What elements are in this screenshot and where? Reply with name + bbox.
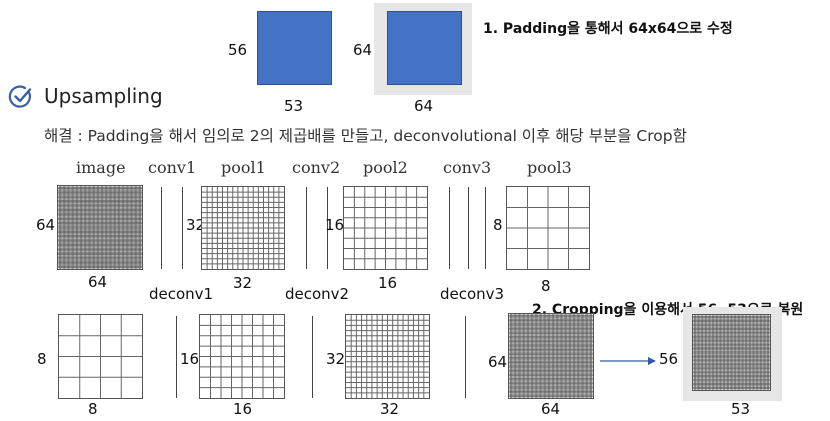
- arrow-right-icon: [600, 352, 656, 365]
- conv3-line-3: [485, 187, 486, 269]
- pool3-bottom-label: 8: [541, 277, 551, 295]
- deconv-grid-16: [199, 314, 285, 399]
- g32-side-label: 32: [326, 350, 346, 368]
- header-pool3: pool3: [527, 158, 572, 177]
- section-title: Upsampling: [44, 84, 163, 108]
- cropped-bottom-label: 53: [731, 400, 751, 418]
- g64-bottom-label: 64: [541, 400, 561, 418]
- deconv2-line: [312, 316, 313, 398]
- g32-bottom-label: 32: [380, 400, 400, 418]
- pool2-grid: [343, 186, 428, 270]
- image-side-label: 64: [36, 216, 56, 234]
- deconv-grid-64: [508, 313, 594, 399]
- header-pool2: pool2: [363, 158, 408, 177]
- section-subtitle: 해결 : Padding을 해서 임의로 2의 제곱배를 만들고, deconv…: [44, 127, 687, 145]
- padded-height-label: 64: [353, 41, 373, 59]
- padding-note: 1. Padding을 통해서 64x64으로 수정: [483, 21, 733, 37]
- original-width-label: 53: [284, 97, 304, 115]
- deconv1-label: deconv1: [149, 285, 214, 303]
- original-height-label: 56: [228, 41, 248, 59]
- conv3-line-1: [449, 187, 450, 269]
- original-blue-square: [257, 11, 332, 85]
- check-circle-icon: [8, 84, 34, 110]
- conv1-line-1: [161, 187, 162, 269]
- header-conv2: conv2: [292, 158, 341, 177]
- pool1-side-label: 32: [186, 216, 206, 234]
- conv1-line-2: [182, 187, 183, 269]
- deconv3-line: [465, 316, 466, 398]
- padded-blue-square: [387, 11, 462, 85]
- pool1-bottom-label: 32: [233, 274, 253, 292]
- deconv2-label: deconv2: [285, 285, 350, 303]
- pool1-grid: [201, 186, 285, 270]
- image-bottom-label: 64: [88, 273, 108, 291]
- pool2-side-label: 16: [325, 216, 345, 234]
- g64-side-label: 64: [488, 353, 508, 371]
- conv3-line-2: [468, 187, 469, 269]
- conv2-line-1: [306, 187, 307, 269]
- header-image: image: [76, 158, 126, 177]
- g8-side-label: 8: [37, 350, 47, 368]
- cropped-side-label: 56: [659, 350, 679, 368]
- pool2-bottom-label: 16: [378, 274, 398, 292]
- g16-side-label: 16: [180, 350, 200, 368]
- header-conv1: conv1: [148, 158, 197, 177]
- image-grid: [57, 185, 143, 270]
- deconv1-line: [176, 316, 177, 398]
- cropped-grid: [692, 314, 771, 391]
- g16-bottom-label: 16: [233, 400, 253, 418]
- header-pool1: pool1: [221, 158, 266, 177]
- padded-width-label: 64: [414, 97, 434, 115]
- g8-bottom-label: 8: [88, 400, 98, 418]
- deconv-grid-8: [58, 314, 143, 399]
- deconv3-label: deconv3: [440, 285, 505, 303]
- conv2-line-2: [327, 187, 328, 269]
- pool3-grid: [506, 186, 590, 270]
- deconv-grid-32: [345, 314, 430, 399]
- header-conv3: conv3: [443, 158, 492, 177]
- pool3-side-label: 8: [493, 216, 503, 234]
